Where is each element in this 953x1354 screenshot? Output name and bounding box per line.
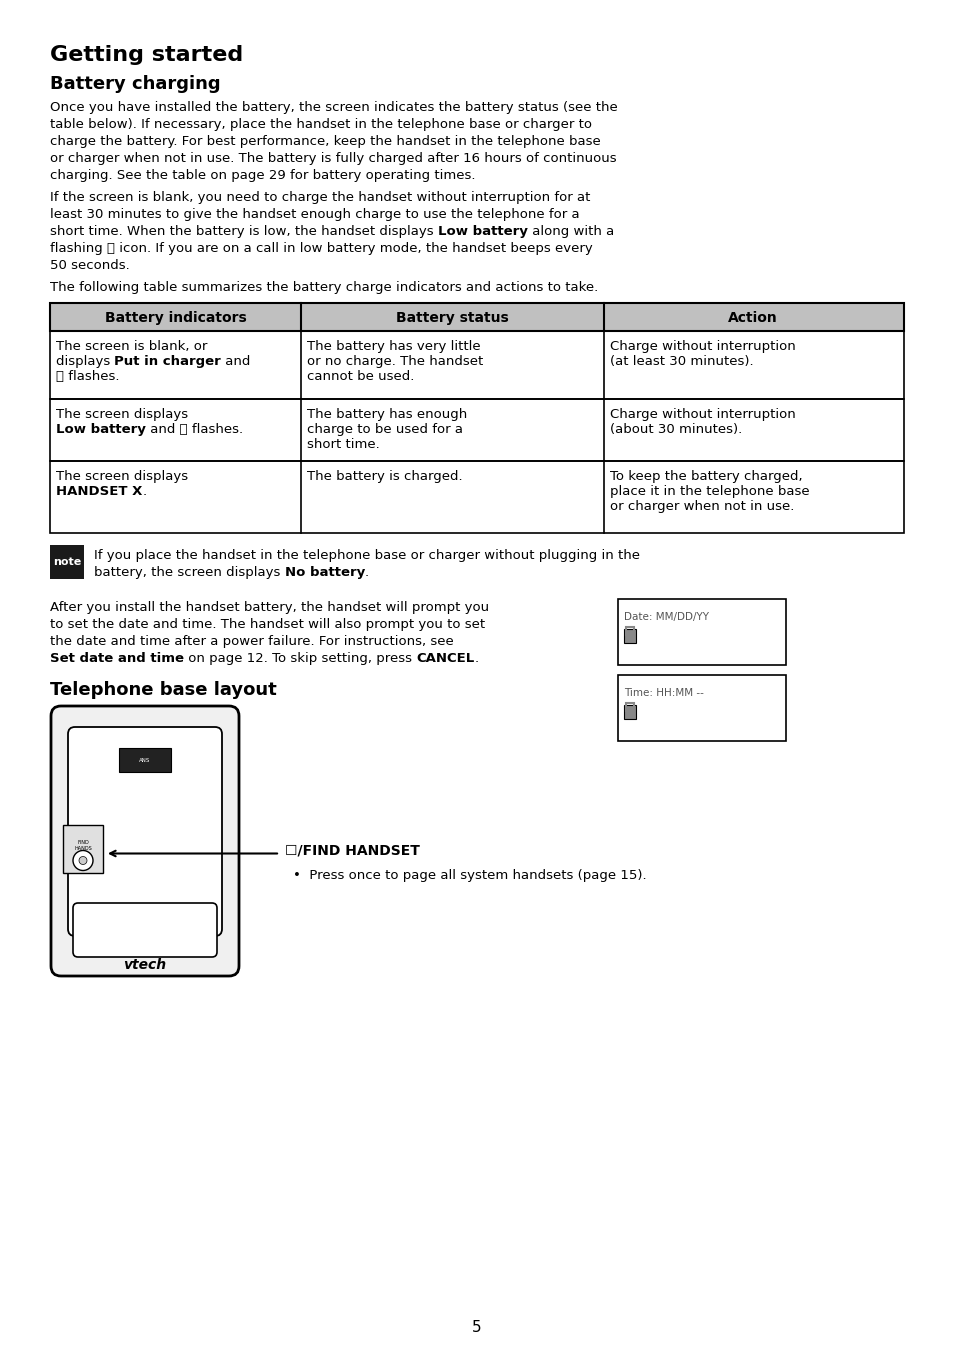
FancyBboxPatch shape: [73, 903, 216, 957]
Text: Charge without interruption: Charge without interruption: [609, 340, 795, 353]
Text: place it in the telephone base: place it in the telephone base: [609, 485, 809, 498]
Circle shape: [73, 850, 92, 871]
Text: Time: HH:MM --: Time: HH:MM --: [623, 688, 703, 699]
Text: charging. See the table on page 29 for battery operating times.: charging. See the table on page 29 for b…: [50, 169, 475, 181]
Text: Battery charging: Battery charging: [50, 74, 220, 93]
Text: .: .: [474, 653, 478, 665]
Text: (about 30 minutes).: (about 30 minutes).: [609, 422, 741, 436]
Text: CANCEL: CANCEL: [416, 653, 474, 665]
Text: and ⎓ flashes.: and ⎓ flashes.: [146, 422, 243, 436]
Bar: [50, 330, 903, 399]
Text: Battery indicators: Battery indicators: [105, 311, 246, 325]
Bar: [623, 705, 636, 719]
Text: battery, the screen displays: battery, the screen displays: [94, 566, 284, 580]
FancyBboxPatch shape: [51, 705, 239, 976]
Text: HANDSET X: HANDSET X: [56, 485, 142, 498]
Text: Set date and time: Set date and time: [50, 653, 184, 665]
Text: short time.: short time.: [307, 437, 379, 451]
Text: The screen displays: The screen displays: [56, 470, 188, 483]
Text: The following table summarizes the battery charge indicators and actions to take: The following table summarizes the batte…: [50, 282, 598, 294]
Text: If the screen is blank, you need to charge the handset without interruption for : If the screen is blank, you need to char…: [50, 191, 590, 204]
Text: to set the date and time. The handset will also prompt you to set: to set the date and time. The handset wi…: [50, 617, 485, 631]
Text: short time. When the battery is low, the handset displays: short time. When the battery is low, the…: [50, 225, 437, 238]
Text: Getting started: Getting started: [50, 45, 243, 65]
Text: Low battery: Low battery: [56, 422, 146, 436]
Text: FIND: FIND: [77, 841, 89, 845]
Text: vtech: vtech: [123, 959, 167, 972]
Text: note: note: [52, 556, 81, 567]
Bar: [623, 630, 636, 643]
Text: Telephone base layout: Telephone base layout: [50, 681, 276, 699]
Text: on page 12. To skip setting, press: on page 12. To skip setting, press: [184, 653, 416, 665]
Bar: [625, 703, 634, 711]
Text: Action: Action: [727, 311, 777, 325]
Text: ⎓ flashes.: ⎓ flashes.: [56, 370, 119, 383]
Text: (at least 30 minutes).: (at least 30 minutes).: [609, 355, 753, 368]
Text: cannot be used.: cannot be used.: [307, 370, 414, 383]
Text: charge to be used for a: charge to be used for a: [307, 422, 462, 436]
Text: flashing ⎓ icon. If you are on a call in low battery mode, the handset beeps eve: flashing ⎓ icon. If you are on a call in…: [50, 242, 592, 255]
Text: or charger when not in use.: or charger when not in use.: [609, 500, 794, 513]
Text: table below). If necessary, place the handset in the telephone base or charger t: table below). If necessary, place the ha…: [50, 118, 592, 131]
Text: Once you have installed the battery, the screen indicates the battery status (se: Once you have installed the battery, the…: [50, 102, 618, 114]
Text: ☐/FIND HANDSET: ☐/FIND HANDSET: [285, 844, 419, 857]
Text: HANDS: HANDS: [74, 845, 91, 850]
Text: Put in charger: Put in charger: [114, 355, 221, 368]
Bar: [50, 303, 903, 330]
Text: 5: 5: [472, 1320, 481, 1335]
Text: The battery has enough: The battery has enough: [307, 408, 467, 421]
Circle shape: [79, 857, 87, 864]
Bar: [119, 747, 171, 772]
Text: Battery status: Battery status: [395, 311, 508, 325]
Text: displays: displays: [56, 355, 114, 368]
Text: The screen is blank, or: The screen is blank, or: [56, 340, 207, 353]
Text: No battery: No battery: [284, 566, 364, 580]
Text: and: and: [221, 355, 251, 368]
Bar: [625, 627, 634, 635]
Text: •  Press once to page all system handsets (page 15).: • Press once to page all system handsets…: [293, 868, 646, 881]
FancyBboxPatch shape: [68, 727, 222, 936]
Text: charge the battery. For best performance, keep the handset in the telephone base: charge the battery. For best performance…: [50, 135, 600, 148]
Text: Charge without interruption: Charge without interruption: [609, 408, 795, 421]
Text: along with a: along with a: [527, 225, 614, 238]
Text: The battery has very little: The battery has very little: [307, 340, 480, 353]
Text: After you install the handset battery, the handset will prompt you: After you install the handset battery, t…: [50, 601, 489, 613]
Bar: [50, 399, 903, 460]
Bar: [618, 598, 785, 665]
Text: least 30 minutes to give the handset enough charge to use the telephone for a: least 30 minutes to give the handset eno…: [50, 209, 579, 221]
Bar: [50, 546, 84, 580]
Text: or charger when not in use. The battery is fully charged after 16 hours of conti: or charger when not in use. The battery …: [50, 152, 616, 165]
Text: the date and time after a power failure. For instructions, see: the date and time after a power failure.…: [50, 635, 454, 649]
Text: or no charge. The handset: or no charge. The handset: [307, 355, 483, 368]
Text: .: .: [142, 485, 147, 498]
Bar: [63, 825, 103, 872]
Text: ANS: ANS: [139, 758, 151, 764]
Bar: [50, 460, 903, 533]
Text: If you place the handset in the telephone base or charger without plugging in th: If you place the handset in the telephon…: [94, 548, 639, 562]
Text: .: .: [364, 566, 369, 580]
Text: The battery is charged.: The battery is charged.: [307, 470, 462, 483]
Text: Date: MM/DD/YY: Date: MM/DD/YY: [623, 612, 708, 621]
Bar: [618, 676, 785, 741]
Text: The screen displays: The screen displays: [56, 408, 188, 421]
Text: Low battery: Low battery: [437, 225, 527, 238]
Text: 50 seconds.: 50 seconds.: [50, 259, 130, 272]
Text: To keep the battery charged,: To keep the battery charged,: [609, 470, 801, 483]
